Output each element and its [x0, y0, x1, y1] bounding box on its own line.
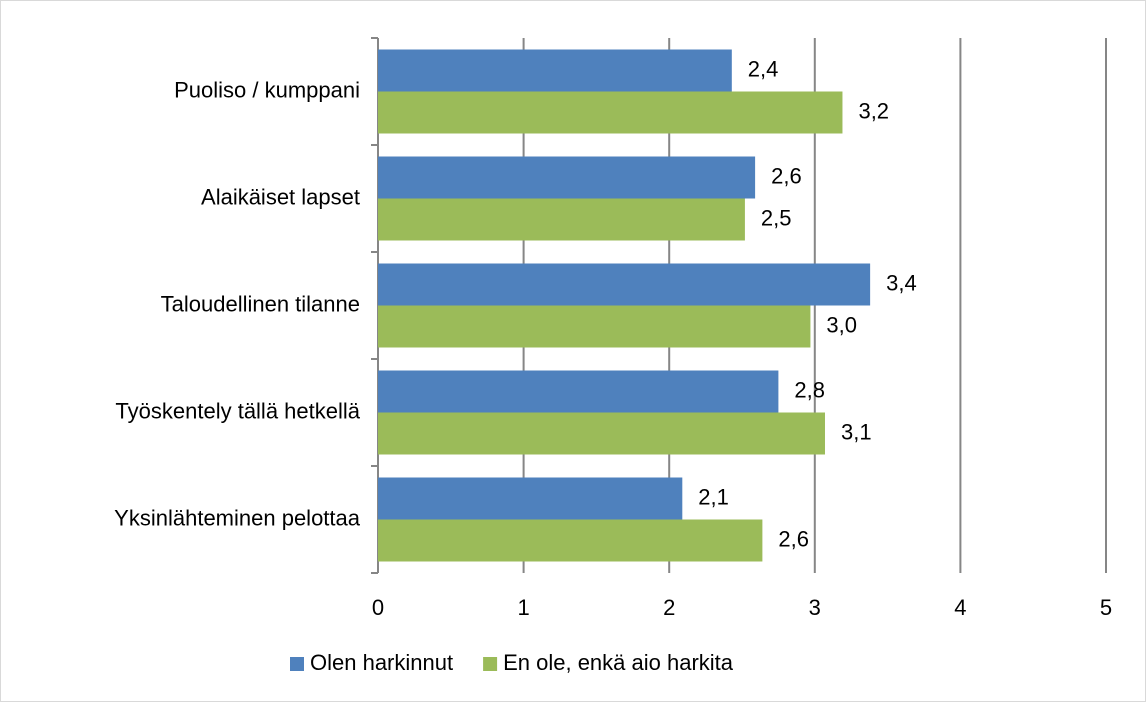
value-label: 2,6: [771, 163, 802, 188]
legend-swatch: [290, 657, 304, 671]
bar: [378, 263, 871, 306]
x-tick-label: 3: [809, 595, 821, 620]
x-tick-label: 2: [663, 595, 675, 620]
y-tick-label: Yksinlähteminen pelottaa: [114, 505, 361, 530]
value-label: 3,1: [841, 419, 872, 444]
bar: [378, 519, 763, 562]
value-label: 2,6: [778, 526, 809, 551]
y-tick-label: Työskentely tällä hetkellä: [115, 398, 360, 423]
value-label: 2,1: [698, 484, 729, 509]
bar: [378, 156, 756, 199]
bar: [378, 412, 825, 455]
y-tick-label: Puoliso / kumppani: [174, 77, 360, 102]
value-label: 2,4: [748, 56, 779, 81]
legend-swatch: [483, 657, 498, 671]
y-tick-label: Taloudellinen tilanne: [161, 291, 360, 316]
bar: [378, 198, 745, 241]
x-tick-label: 5: [1100, 595, 1112, 620]
x-tick-label: 4: [954, 595, 966, 620]
value-label: 2,5: [761, 205, 792, 230]
x-tick-label: 0: [372, 595, 384, 620]
bar: [378, 49, 732, 92]
bar: [378, 91, 843, 134]
legend-label: En ole, enkä aio harkita: [503, 650, 734, 675]
y-tick-label: Alaikäiset lapset: [201, 184, 360, 209]
value-label: 3,0: [826, 312, 857, 337]
value-label: 3,4: [886, 270, 917, 295]
bar: [378, 305, 811, 348]
legend-label: Olen harkinnut: [310, 650, 453, 675]
bar: [378, 370, 779, 413]
value-label: 3,2: [858, 98, 889, 123]
bar: [378, 477, 683, 520]
value-label: 2,8: [794, 377, 825, 402]
x-tick-label: 1: [517, 595, 529, 620]
